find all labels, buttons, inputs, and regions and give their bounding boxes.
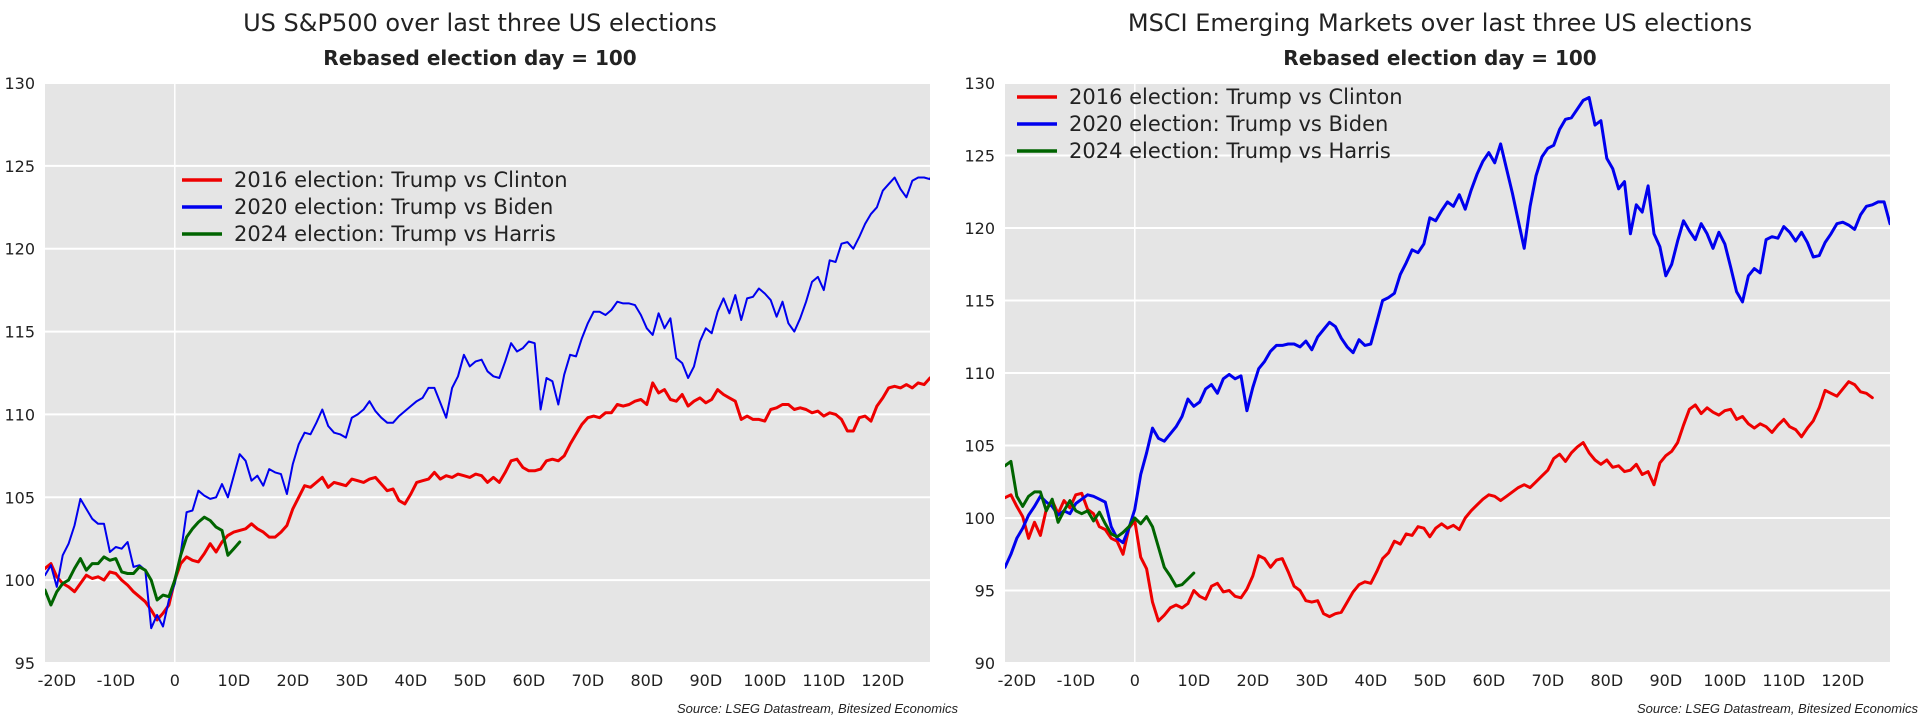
msci-em-y-tick-90: 90 bbox=[975, 654, 995, 673]
sp500-legend-item-2016-election: 2016 election: Trump vs Clinton bbox=[182, 168, 568, 192]
msci-em-x-tick-110d: 110D bbox=[1762, 671, 1805, 690]
msci-em-x-tick-30d: 30D bbox=[1295, 671, 1328, 690]
msci-em-chart-title: MSCI Emerging Markets over last three US… bbox=[1128, 9, 1752, 37]
msci-em-x-tick-120d: 120D bbox=[1821, 671, 1864, 690]
msci-em-x-tick-10d: -10D bbox=[1057, 671, 1095, 690]
sp500-legend-label: 2016 election: Trump vs Clinton bbox=[234, 168, 568, 192]
sp500-x-tick-120d: 120D bbox=[861, 671, 904, 690]
msci-em-x-tick-50d: 50D bbox=[1413, 671, 1446, 690]
sp500-legend-item-2020-election: 2020 election: Trump vs Biden bbox=[182, 195, 553, 219]
msci-em-legend-item-2016-election: 2016 election: Trump vs Clinton bbox=[1017, 85, 1403, 109]
msci-em-y-tick-100: 100 bbox=[964, 509, 995, 528]
msci-em-y-axis-ticks: 90 95 100 105 110 115 120 125 130 bbox=[964, 74, 995, 673]
msci-em-x-tick-40d: 40D bbox=[1354, 671, 1387, 690]
sp500-x-tick-80d: 80D bbox=[630, 671, 663, 690]
sp500-legend-label: 2024 election: Trump vs Harris bbox=[234, 222, 556, 246]
msci-em-x-tick-20d: 20D bbox=[1236, 671, 1269, 690]
sp500-x-tick-50d: 50D bbox=[453, 671, 486, 690]
sp500-source-note: Source: LSEG Datastream, Bitesized Econo… bbox=[677, 701, 959, 716]
msci-em-x-axis-ticks: -20D -10D 0 10D 20D 30D 40D 50D 60D 70D 80D 90D 100D… bbox=[998, 671, 1865, 690]
sp500-y-tick-125: 125 bbox=[4, 157, 35, 176]
msci-em-line-2024-election bbox=[1005, 459, 1196, 588]
msci-em-x-tick-100d: 100D bbox=[1703, 671, 1746, 690]
sp500-x-tick-10d: 10D bbox=[217, 671, 250, 690]
msci-em-y-tick-110: 110 bbox=[964, 364, 995, 383]
msci-em-source-note: Source: LSEG Datastream, Bitesized Econo… bbox=[1637, 701, 1919, 716]
sp500-line-2024-election bbox=[45, 515, 242, 607]
msci-em-line-2016-election bbox=[1005, 380, 1874, 623]
sp500-legend-label: 2020 election: Trump vs Biden bbox=[234, 195, 553, 219]
msci-em-legend-label: 2020 election: Trump vs Biden bbox=[1069, 112, 1388, 136]
sp500-x-tick-30d: 30D bbox=[335, 671, 368, 690]
sp500-line-2016-election bbox=[45, 376, 930, 622]
sp500-legend: 2016 election: Trump vs Clinton 2020 elec… bbox=[182, 168, 568, 246]
msci-em-legend-label: 2024 election: Trump vs Harris bbox=[1069, 139, 1391, 163]
msci-em-y-tick-120: 120 bbox=[964, 219, 995, 238]
sp500-y-axis-ticks: 95 100 105 110 115 120 125 130 bbox=[4, 74, 35, 673]
sp500-x-tick-90d: 90D bbox=[689, 671, 722, 690]
sp500-y-tick-120: 120 bbox=[4, 240, 35, 259]
sp500-y-tick-130: 130 bbox=[4, 74, 35, 93]
sp500-y-tick-110: 110 bbox=[4, 405, 35, 424]
msci-em-x-tick-20d: -20D bbox=[998, 671, 1036, 690]
sp500-series-group bbox=[45, 176, 930, 630]
msci-em-y-tick-95: 95 bbox=[975, 582, 995, 601]
msci-em-legend-label: 2016 election: Trump vs Clinton bbox=[1069, 85, 1403, 109]
sp500-x-tick-20d: 20D bbox=[276, 671, 309, 690]
sp500-y-tick-100: 100 bbox=[4, 571, 35, 590]
sp500-x-tick-20d: -20D bbox=[38, 671, 76, 690]
sp500-gridlines bbox=[45, 82, 930, 664]
sp500-x-tick-10d: -10D bbox=[97, 671, 135, 690]
msci-em-y-tick-130: 130 bbox=[964, 74, 995, 93]
sp500-legend-item-2024-election: 2024 election: Trump vs Harris bbox=[182, 222, 556, 246]
msci-em-x-tick-70d: 70D bbox=[1531, 671, 1564, 690]
sp500-chart-title: US S&P500 over last three US elections bbox=[243, 9, 717, 37]
sp500-y-tick-105: 105 bbox=[4, 488, 35, 507]
msci-em-chart-panel: MSCI Emerging Markets over last three US… bbox=[964, 9, 1918, 716]
msci-em-x-tick-0: 0 bbox=[1130, 671, 1140, 690]
msci-em-series-group bbox=[1005, 96, 1890, 623]
sp500-x-axis-ticks: -20D -10D 0 10D 20D 30D 40D 50D 60D 70D 80D 90D 100D… bbox=[38, 671, 905, 690]
sp500-x-tick-40d: 40D bbox=[394, 671, 427, 690]
sp500-x-tick-60d: 60D bbox=[512, 671, 545, 690]
msci-em-x-tick-60d: 60D bbox=[1472, 671, 1505, 690]
msci-em-y-tick-115: 115 bbox=[964, 292, 995, 311]
sp500-x-tick-100d: 100D bbox=[743, 671, 786, 690]
msci-em-y-tick-125: 125 bbox=[964, 147, 995, 166]
msci-em-x-tick-90d: 90D bbox=[1649, 671, 1682, 690]
msci-em-x-tick-10d: 10D bbox=[1177, 671, 1210, 690]
sp500-line-2020-election bbox=[45, 176, 930, 630]
sp500-y-tick-115: 115 bbox=[4, 323, 35, 342]
sp500-y-tick-95: 95 bbox=[15, 654, 35, 673]
msci-em-y-tick-105: 105 bbox=[964, 437, 995, 456]
msci-em-legend: 2016 election: Trump vs Clinton 2020 elec… bbox=[1017, 85, 1403, 163]
sp500-chart-panel: US S&P500 over last three US elections R… bbox=[4, 9, 958, 716]
sp500-chart-subtitle: Rebased election day = 100 bbox=[323, 46, 636, 70]
msci-em-line-2020-election bbox=[1005, 96, 1890, 569]
sp500-x-tick-110d: 110D bbox=[802, 671, 845, 690]
msci-em-legend-item-2024-election: 2024 election: Trump vs Harris bbox=[1017, 139, 1391, 163]
msci-em-legend-item-2020-election: 2020 election: Trump vs Biden bbox=[1017, 112, 1388, 136]
msci-em-gridlines bbox=[1005, 82, 1890, 664]
sp500-x-tick-0: 0 bbox=[170, 671, 180, 690]
msci-em-chart-subtitle: Rebased election day = 100 bbox=[1283, 46, 1596, 70]
msci-em-x-tick-80d: 80D bbox=[1590, 671, 1623, 690]
sp500-x-tick-70d: 70D bbox=[571, 671, 604, 690]
